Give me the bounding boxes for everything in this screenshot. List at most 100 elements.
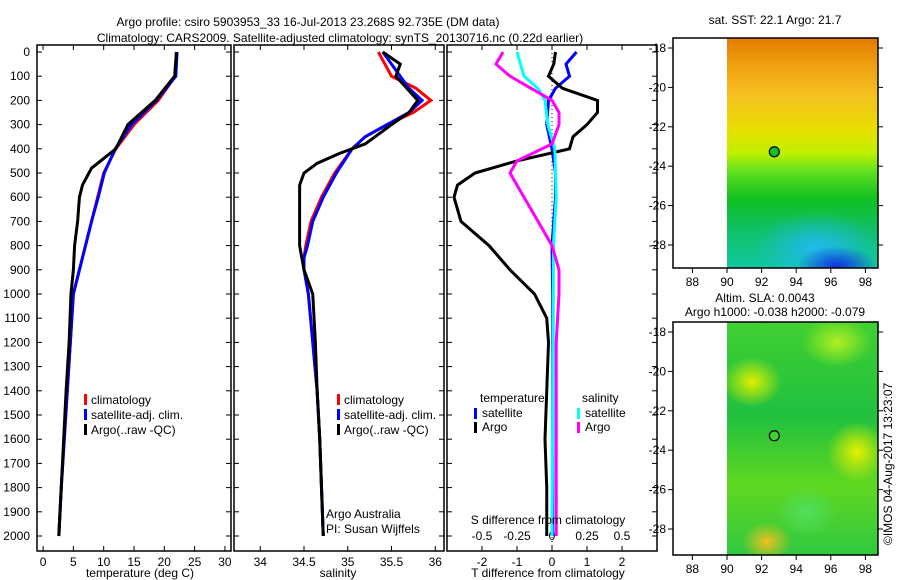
x-tick-label: -1 [512, 555, 523, 569]
depth-tick-label: 0 [23, 45, 30, 59]
sla-map-image [727, 322, 878, 555]
sla-map-title: Altim. SLA: 0.0043 [715, 291, 815, 305]
series-line-argo [57, 51, 178, 537]
x-tick-label: 20 [158, 555, 172, 569]
legend-label: climatology [91, 393, 151, 407]
legend-swatch [474, 408, 477, 419]
sst-map-image [727, 38, 878, 268]
s-tick-label: 0.25 [575, 529, 599, 543]
depth-tick-label: 2000 [3, 529, 30, 543]
depth-tick-label: 1100 [4, 311, 30, 325]
title-line-2: Climatology: CARS2009. Satellite-adjuste… [97, 31, 583, 45]
depth-tick-label: 700 [10, 214, 30, 228]
x-tick-label: 5 [70, 555, 77, 569]
annotation-line-2: PI: Susan Wijffels [326, 522, 420, 536]
map-x-tick-label: 90 [720, 562, 734, 576]
sst-map-title: sat. SST: 22.1 Argo: 21.7 [709, 13, 842, 27]
depth-tick-label: 1500 [3, 408, 30, 422]
x-tick-label: 30 [218, 555, 232, 569]
map-y-tick-label: -28 [649, 238, 667, 252]
depth-tick-label: 800 [10, 239, 30, 253]
series-line-climatology [57, 51, 178, 537]
s-diff-xlabel: S difference from climatology [471, 513, 626, 527]
sla-map-subtitle: Argo h1000: -0.038 h2000: -0.079 [685, 305, 865, 319]
map-y-tick-label: -26 [649, 199, 667, 213]
depth-tick-label: 1900 [3, 505, 30, 519]
map-frame [672, 321, 879, 556]
argo-location-marker [768, 430, 780, 442]
depth-tick-label: 1800 [3, 481, 30, 495]
depth-tick-label: 1400 [3, 384, 30, 398]
depth-tick-label: 1000 [3, 287, 30, 301]
depth-tick-label: 300 [10, 118, 30, 132]
depth-tick-label: 400 [10, 142, 30, 156]
x-tick-label: 0 [40, 555, 47, 569]
legend-swatch [337, 424, 340, 435]
legend-label: Argo [482, 420, 508, 434]
map-y-tick-label: -18 [649, 325, 667, 339]
x-tick-label: -2 [477, 555, 488, 569]
map-x-tick-label: 98 [859, 562, 873, 576]
map-y-tick-label: -24 [649, 159, 667, 173]
depth-tick-label: 1600 [3, 432, 30, 446]
series-line-s-satellite [515, 51, 558, 537]
depth-tick-label: 1200 [3, 335, 30, 349]
depth-tick-label: 100 [10, 69, 30, 83]
x-tick-label: 36 [429, 555, 443, 569]
map-x-tick-label: 92 [755, 275, 769, 289]
depth-tick-label: 200 [10, 93, 30, 107]
map-x-tick-label: 88 [686, 275, 700, 289]
x-tick-label: 0 [549, 555, 556, 569]
s-tick-label: 0.5 [614, 529, 631, 543]
legend-label: satellite-adj. clim. [91, 408, 183, 422]
legend-title-salinity: salinity [582, 391, 619, 405]
credit-text: ©IMOS 04-Aug-2017 13:23:07 [881, 382, 895, 545]
map-x-tick-label: 92 [755, 562, 769, 576]
series-line-satellite-adj. [57, 51, 179, 537]
legend-swatch [337, 394, 340, 405]
map-y-tick-label: -22 [649, 404, 667, 418]
legend-swatch [84, 394, 87, 405]
map-frame [672, 37, 879, 269]
legend-label: satellite [482, 406, 523, 420]
x-tick-label: 35 [341, 555, 355, 569]
map-y-tick-label: -24 [649, 443, 667, 457]
map-x-tick-label: 94 [790, 562, 804, 576]
map-x-tick-label: 88 [686, 562, 700, 576]
temperature-xlabel: temperature (deg C) [86, 566, 194, 580]
salinity-xlabel: salinity [320, 566, 357, 580]
annotation-line-1: Argo Australia [326, 507, 401, 521]
legend-label: Argo [585, 420, 611, 434]
series-line-argo [298, 50, 420, 537]
map-y-tick-label: -20 [649, 80, 667, 94]
depth-tick-label: 1300 [3, 360, 30, 374]
legend-label: satellite [585, 406, 626, 420]
depth-tick-label: 600 [10, 190, 30, 204]
x-tick-label: 35.5 [380, 555, 404, 569]
depth-tick-label: 500 [10, 166, 30, 180]
map-y-tick-label: -18 [649, 41, 667, 55]
map-x-tick-label: 90 [720, 275, 734, 289]
x-tick-label: 10 [97, 555, 111, 569]
map-x-tick-label: 96 [824, 562, 838, 576]
s-tick-label: -0.5 [472, 529, 493, 543]
series-line-s-argo [494, 51, 561, 536]
legend-label: climatology [344, 393, 404, 407]
series-line-t-argo [452, 51, 599, 536]
legend-swatch [84, 409, 87, 420]
x-tick-label: 34 [254, 555, 268, 569]
legend-label: Argo(..raw -QC) [91, 423, 176, 437]
legend-swatch [577, 422, 580, 433]
depth-tick-label: 1700 [3, 456, 30, 470]
t-diff-xlabel: T difference from climatology [471, 566, 625, 580]
legend-swatch [577, 408, 580, 419]
x-tick-label: 15 [127, 555, 141, 569]
argo-location-marker [768, 146, 780, 158]
x-tick-label: 2 [619, 555, 626, 569]
title-line-1: Argo profile: csiro 5903953_33 16-Jul-20… [117, 15, 500, 29]
legend-swatch [84, 424, 87, 435]
legend-swatch [337, 409, 340, 420]
x-tick-label: 34.5 [292, 555, 316, 569]
plot-frame [233, 44, 445, 552]
